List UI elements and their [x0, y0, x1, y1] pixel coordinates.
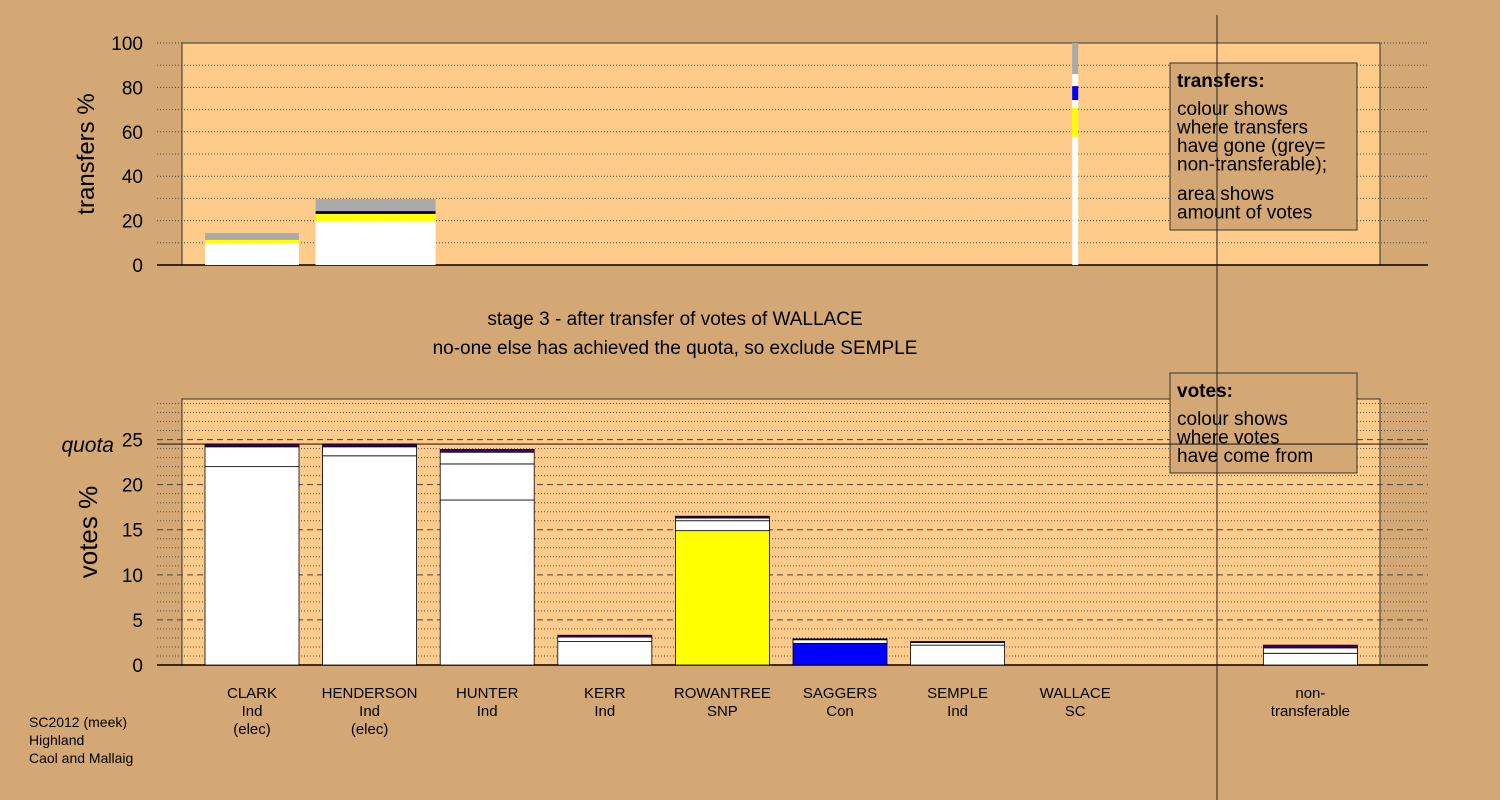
bar-segment — [439, 499, 535, 666]
share-segment — [1072, 136, 1079, 265]
share-segment — [1072, 100, 1079, 109]
x-tick-label: CLARK — [227, 685, 277, 702]
chart-title: stage 3 - after transfer of votes of WAL… — [487, 309, 862, 330]
bar-segment — [910, 641, 1005, 643]
bar-segment — [910, 644, 1005, 666]
bar-segment — [792, 639, 888, 644]
x-tick-label: HUNTER — [456, 685, 519, 702]
legend-text: colour shows — [1177, 409, 1288, 430]
transfer-segment — [315, 221, 436, 265]
legend-text: colour shows — [1177, 99, 1288, 120]
transfer-segment — [205, 243, 299, 265]
x-tick-label: (elec) — [351, 721, 389, 738]
x-tick-label: (elec) — [233, 721, 271, 738]
y-tick-label: 60 — [122, 123, 143, 144]
x-tick-label: transferable — [1271, 703, 1350, 720]
bar-segment — [322, 446, 418, 457]
x-tick-label: KERR — [584, 685, 626, 702]
quota-label: quota — [61, 434, 114, 457]
y-tick-label: 0 — [132, 656, 143, 677]
transfer-segment — [315, 213, 436, 222]
y-axis-label: transfers % — [73, 93, 100, 214]
bar-segment — [322, 455, 418, 666]
transfer-segment — [315, 199, 436, 212]
bar-segment — [557, 634, 653, 638]
x-tick-label: SC — [1065, 703, 1086, 720]
y-tick-label: 0 — [132, 256, 143, 277]
x-tick-label: Ind — [594, 703, 615, 720]
bar-segment — [675, 515, 770, 519]
transfer-segment — [315, 211, 436, 214]
bar-segment — [1263, 644, 1358, 649]
legend-text: have gone (grey= — [1177, 136, 1325, 157]
x-tick-label: Ind — [477, 703, 498, 720]
transfer-segment — [205, 233, 299, 240]
bar-segment — [439, 449, 535, 453]
y-tick-label: 15 — [122, 521, 143, 542]
bar-segment — [792, 642, 888, 666]
bar-segment — [675, 517, 770, 522]
bar-segment — [910, 642, 1005, 646]
legend-text: non-transferable); — [1177, 155, 1327, 176]
share-segment — [1072, 86, 1079, 101]
y-tick-label: 40 — [122, 167, 143, 188]
transfer-segment — [205, 239, 299, 244]
y-tick-label: 5 — [132, 611, 143, 632]
bar-segment — [204, 466, 300, 666]
legend-text: area shows — [1177, 184, 1274, 205]
chart-title: no-one else has achieved the quota, so e… — [433, 338, 918, 359]
x-tick-label: non- — [1295, 685, 1325, 702]
bar-segment — [439, 451, 535, 465]
x-tick-label: SAGGERS — [803, 685, 877, 702]
legend-box — [1169, 372, 1358, 474]
bar-segment — [557, 641, 653, 666]
legend-title: transfers: — [1177, 71, 1265, 92]
x-tick-label: SNP — [707, 703, 738, 720]
x-tick-label: Ind — [242, 703, 263, 720]
x-tick-label: Ind — [947, 703, 968, 720]
y-tick-label: 20 — [122, 212, 143, 233]
bar-segment — [675, 520, 770, 532]
legend-text: amount of votes — [1177, 203, 1312, 224]
y-tick-label: 25 — [122, 431, 143, 452]
share-segment — [1072, 74, 1079, 87]
x-tick-label: Con — [826, 703, 854, 720]
bar-segment — [675, 530, 770, 666]
y-tick-label: 20 — [122, 476, 143, 497]
legend-text: have come from — [1177, 446, 1313, 467]
bar-segment — [204, 443, 300, 448]
bar-segment — [557, 636, 653, 642]
footer-text: Caol and Mallaig — [29, 750, 133, 766]
bar-segment — [439, 463, 535, 501]
footer-text: Highland — [29, 732, 84, 748]
x-tick-label: WALLACE — [1040, 685, 1111, 702]
x-tick-label: ROWANTREE — [674, 685, 771, 702]
x-tick-label: HENDERSON — [322, 685, 418, 702]
legend-text: where votes — [1176, 428, 1279, 449]
x-tick-label: SEMPLE — [927, 685, 988, 702]
share-segment — [1072, 43, 1079, 75]
bar-segment — [1263, 647, 1358, 654]
y-axis-label: votes % — [73, 486, 103, 579]
y-tick-label: 80 — [122, 78, 143, 99]
legend-title: votes: — [1177, 381, 1233, 402]
y-tick-label: 10 — [122, 566, 143, 587]
legend-box — [1169, 62, 1358, 231]
y-tick-label: 100 — [111, 34, 143, 55]
bar-segment — [1263, 652, 1358, 666]
legend-text: where transfers — [1176, 118, 1308, 139]
bar-segment — [322, 443, 418, 448]
bar-segment — [792, 638, 888, 641]
x-tick-label: Ind — [359, 703, 380, 720]
bar-segment — [204, 446, 300, 468]
share-segment — [1072, 108, 1079, 137]
footer-text: SC2012 (meek) — [29, 714, 127, 730]
